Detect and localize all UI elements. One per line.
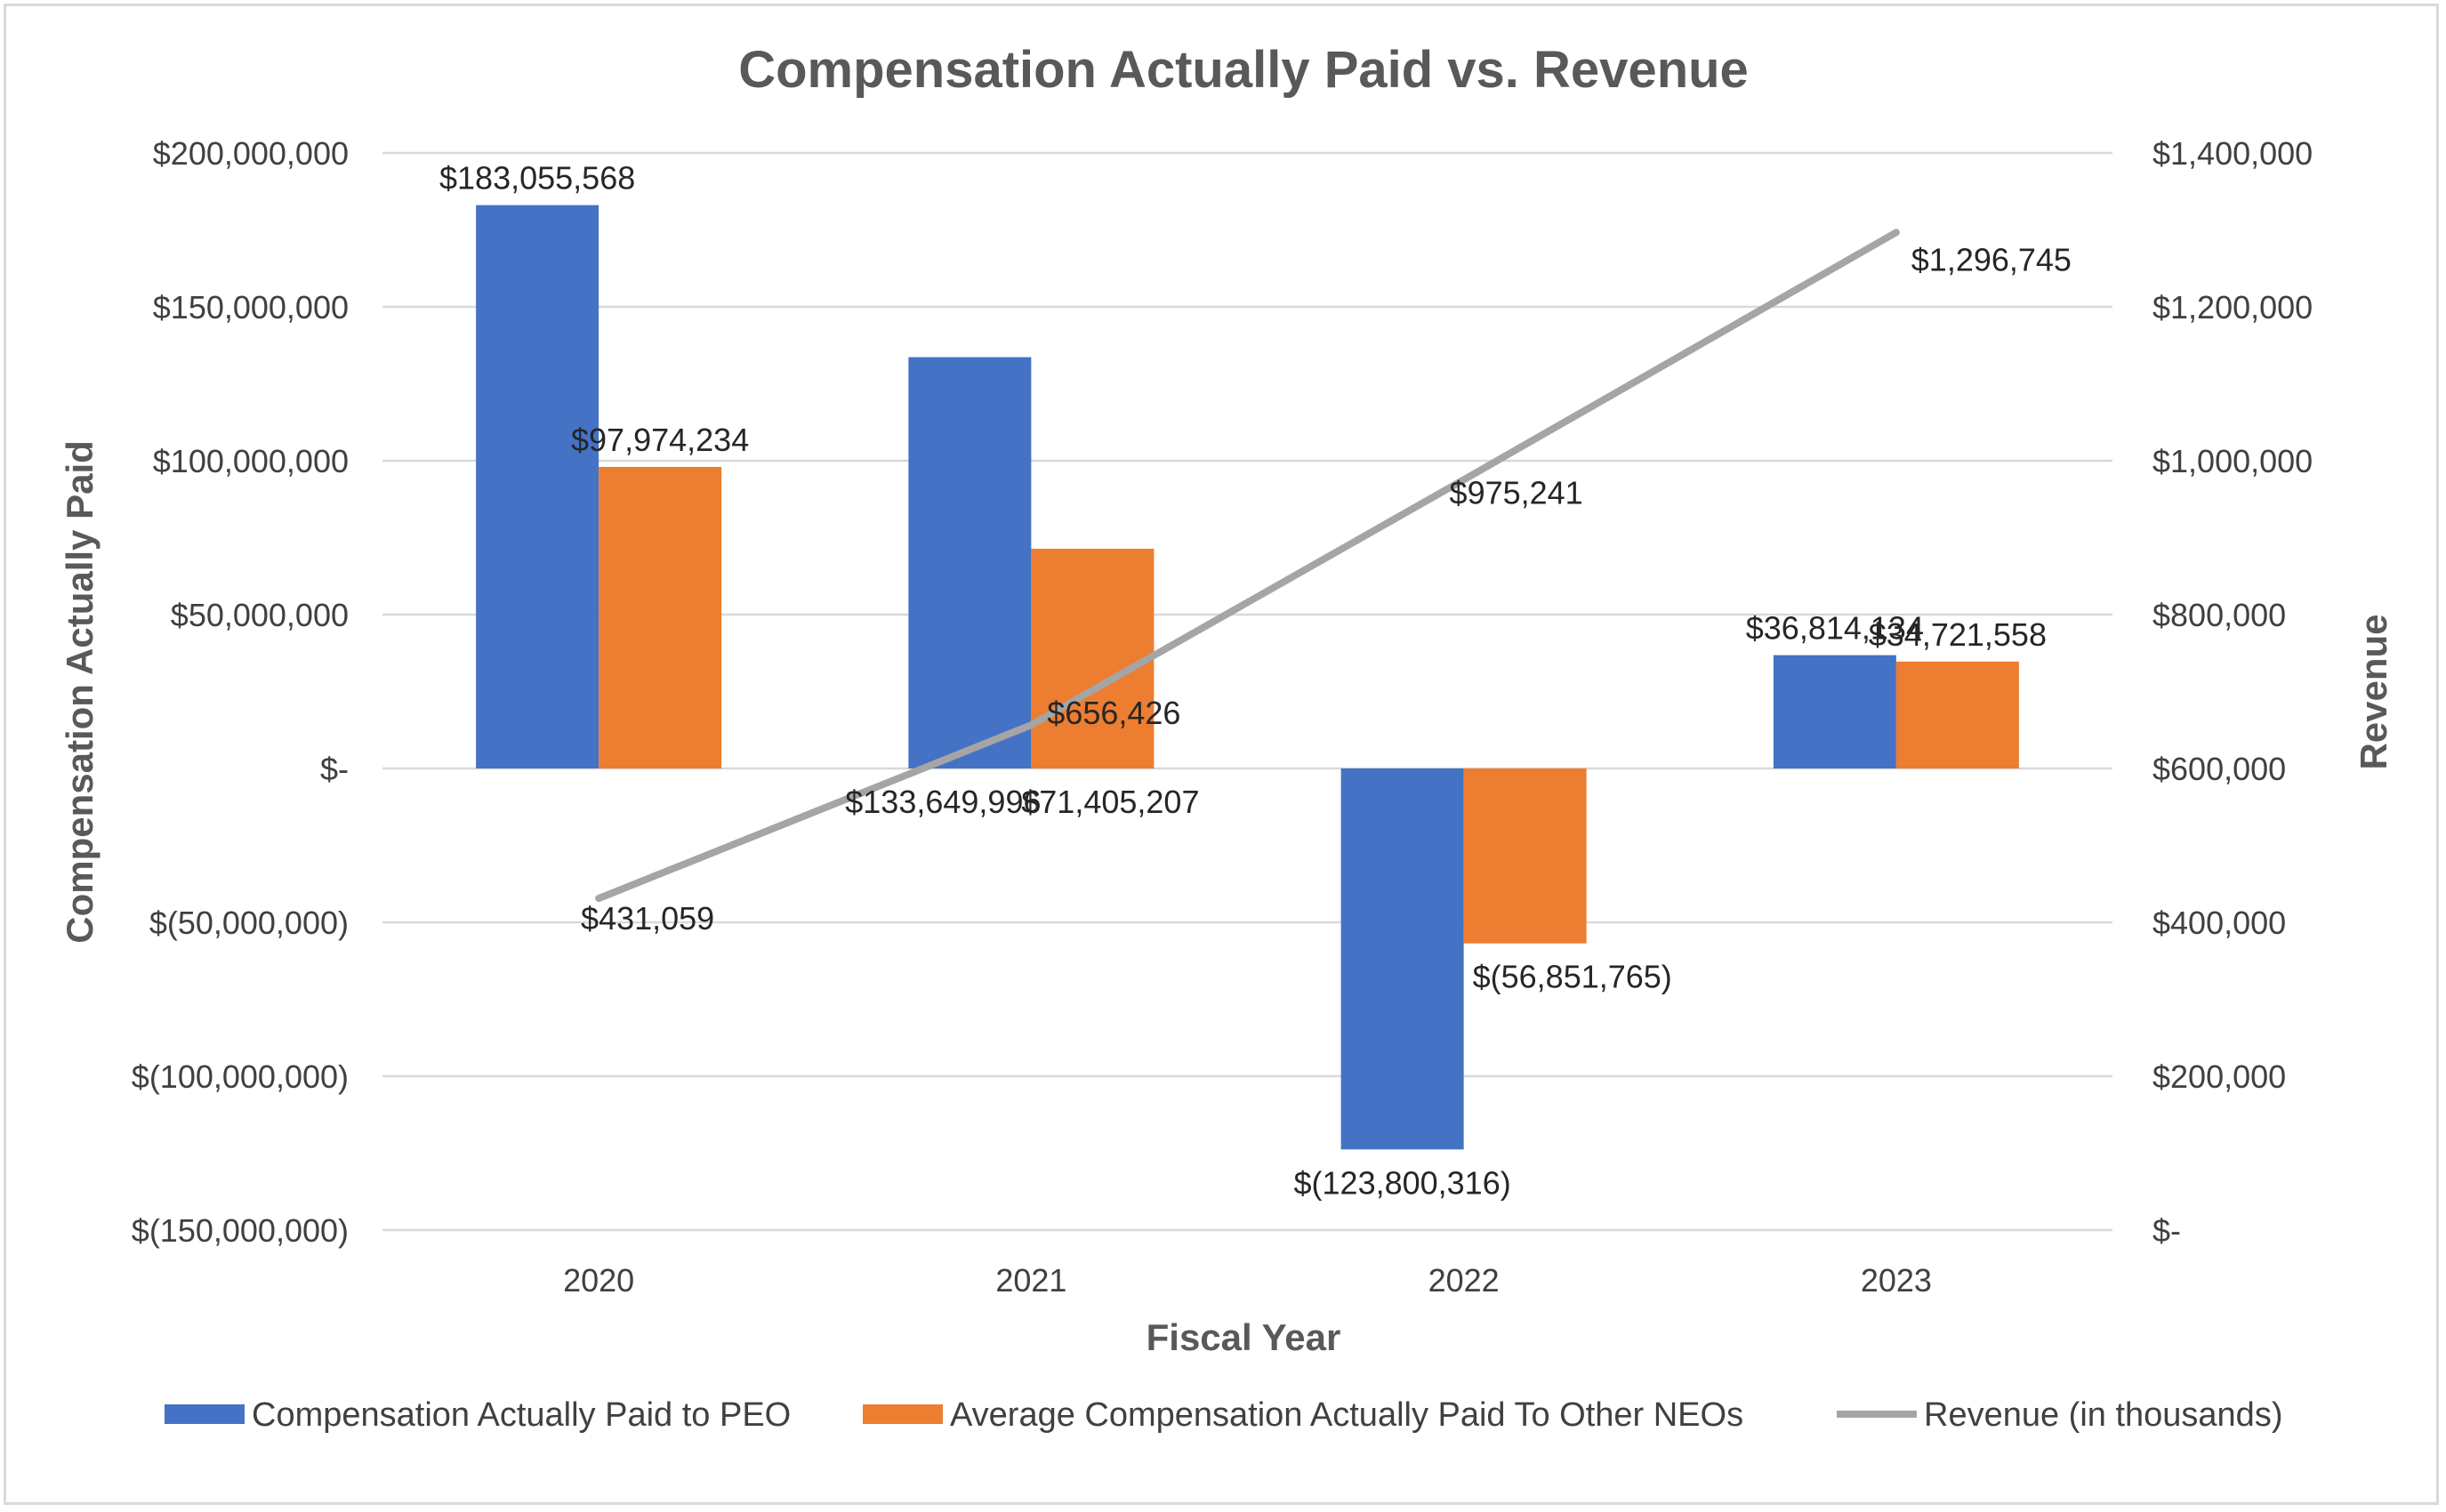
legend-label: Compensation Actually Paid to PEO <box>252 1396 791 1434</box>
y-tick-label: $(100,000,000) <box>132 1058 349 1095</box>
bar-neo-2020 <box>599 467 722 768</box>
y-tick-label: $100,000,000 <box>153 443 349 479</box>
legend-swatch-neo <box>863 1404 943 1424</box>
x-axis-ticks: 2020 2021 2022 2023 <box>563 1262 1932 1299</box>
revenue-line-layer <box>595 229 1900 903</box>
bar-neo-2023 <box>1895 661 2019 768</box>
y-axis-ticks: $200,000,000 $150,000,000 $100,000,000 $50,… <box>132 135 349 1249</box>
legend-swatch-peo <box>165 1404 245 1424</box>
legend-label: Revenue (in thousands) <box>1924 1396 2282 1434</box>
revenue-data-label: $1,296,745 <box>1911 241 2072 277</box>
bar-peo-2023 <box>1773 655 1896 768</box>
y2-tick-label: $200,000 <box>2152 1058 2286 1095</box>
bar-data-label: $97,974,234 <box>571 422 749 458</box>
bar-data-label: $183,055,568 <box>439 160 635 197</box>
bar-data-label: $133,649,996 <box>845 784 1041 820</box>
data-labels: $183,055,568 $133,649,996 $(123,800,316) $3… <box>439 160 2072 1202</box>
y-tick-label: $(150,000,000) <box>132 1212 349 1249</box>
y-tick-label: $- <box>320 751 349 787</box>
y2-tick-label: $600,000 <box>2152 751 2286 787</box>
y-tick-label: $150,000,000 <box>153 289 349 326</box>
chart-frame <box>4 4 2439 1505</box>
revenue-data-label: $656,426 <box>1047 695 1180 731</box>
bar-data-label: $71,405,207 <box>1021 784 1199 820</box>
bar-data-label: $(56,851,765) <box>1473 959 1672 995</box>
revenue-data-label: $431,059 <box>581 900 714 937</box>
bar-peo-2021 <box>908 357 1032 768</box>
revenue-line <box>595 229 1900 903</box>
bar-data-label: $34,721,558 <box>1869 616 2047 653</box>
revenue-data-label: $975,241 <box>1450 474 1583 511</box>
y2-axis-title: Revenue <box>2353 614 2394 769</box>
y-tick-label: $200,000,000 <box>153 135 349 172</box>
y2-tick-label: $400,000 <box>2152 905 2286 941</box>
x-tick-label: 2021 <box>995 1262 1066 1299</box>
y-tick-label: $50,000,000 <box>171 597 349 633</box>
x-axis-title: Fiscal Year <box>1147 1316 1341 1358</box>
y-axis-title: Compensation Actually Paid <box>59 440 101 944</box>
chart-title: Compensation Actually Paid vs. Revenue <box>738 41 1749 99</box>
bars <box>476 205 2019 1150</box>
y2-axis-ticks: $1,400,000 $1,200,000 $1,000,000 $800,000 $6… <box>2152 135 2313 1249</box>
y2-tick-label: $1,000,000 <box>2152 443 2313 479</box>
bar-data-label: $(123,800,316) <box>1294 1164 1511 1201</box>
bar-peo-2020 <box>476 205 599 768</box>
y2-tick-label: $1,400,000 <box>2152 135 2313 172</box>
x-tick-label: 2023 <box>1861 1262 1932 1299</box>
legend-label: Average Compensation Actually Paid To Ot… <box>950 1396 1743 1434</box>
bar-neo-2022 <box>1463 768 1587 944</box>
y-tick-label: $(50,000,000) <box>149 905 349 941</box>
bar-peo-2022 <box>1340 768 1464 1150</box>
x-tick-label: 2022 <box>1428 1262 1500 1299</box>
x-tick-label: 2020 <box>563 1262 634 1299</box>
bar-neo-2021 <box>1031 548 1155 768</box>
y2-tick-label: $800,000 <box>2152 597 2286 633</box>
y2-tick-label: $1,200,000 <box>2152 289 2313 326</box>
y2-tick-label: $- <box>2152 1212 2181 1249</box>
bar-data-label: $36,814,134 <box>1746 610 1924 647</box>
legend: Compensation Actually Paid to PEO Average… <box>165 1396 2282 1434</box>
